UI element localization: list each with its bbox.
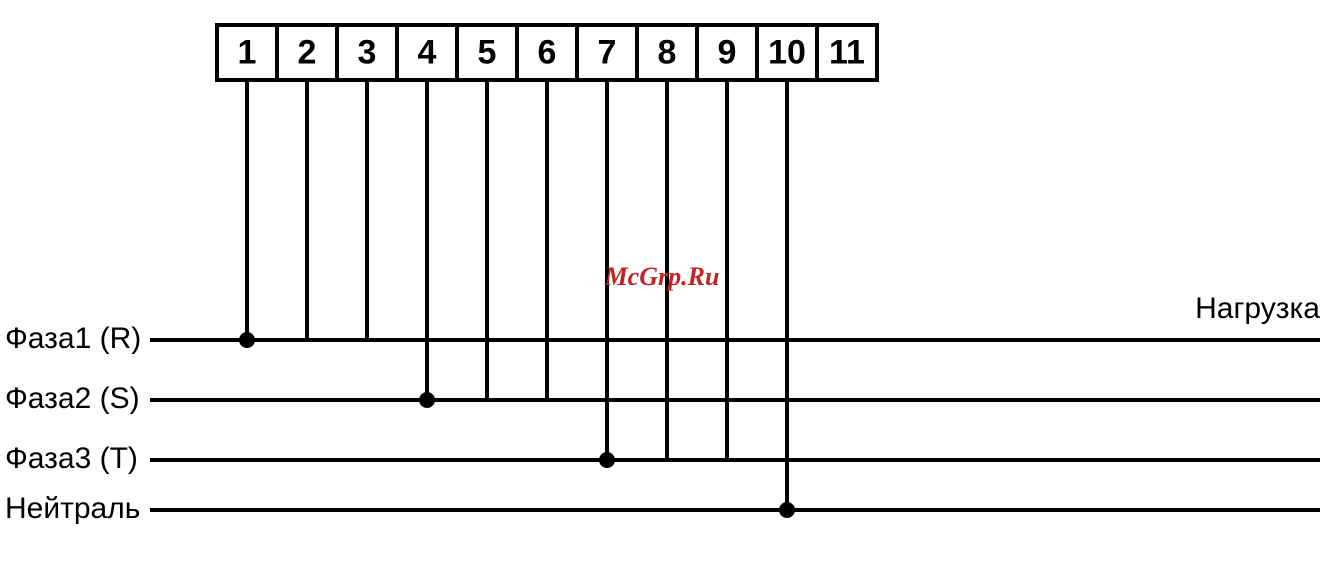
rail-label-T: Фаза3 (T) [5, 442, 138, 475]
rail-label-S: Фаза2 (S) [5, 382, 140, 415]
terminal-number: 8 [658, 33, 677, 71]
terminal-number: 4 [418, 33, 437, 71]
wiring-diagram: 1 2 3 4 5 6 7 8 9 10 11 Фаза1 (R) Фаза2 (S) Фаза3 (T)… [0, 0, 1325, 562]
junction-node [599, 452, 615, 468]
watermark: McGrp.Ru [604, 262, 720, 291]
terminal-number: 10 [768, 33, 806, 71]
junction-node [239, 332, 255, 348]
terminal-number: 1 [238, 33, 257, 71]
load-label: Нагрузка [1195, 292, 1320, 325]
junction-node [779, 502, 795, 518]
rail-label-N: Нейтраль [5, 492, 140, 525]
terminal-number: 2 [298, 33, 317, 71]
terminal-number: 5 [478, 33, 497, 71]
rail-label-R: Фаза1 (R) [5, 322, 141, 355]
terminal-number: 11 [829, 33, 865, 71]
terminal-number: 6 [538, 33, 557, 71]
terminal-number: 7 [598, 33, 617, 71]
junction-node [419, 392, 435, 408]
terminal-number: 3 [358, 33, 377, 71]
terminal-number: 9 [718, 33, 737, 71]
